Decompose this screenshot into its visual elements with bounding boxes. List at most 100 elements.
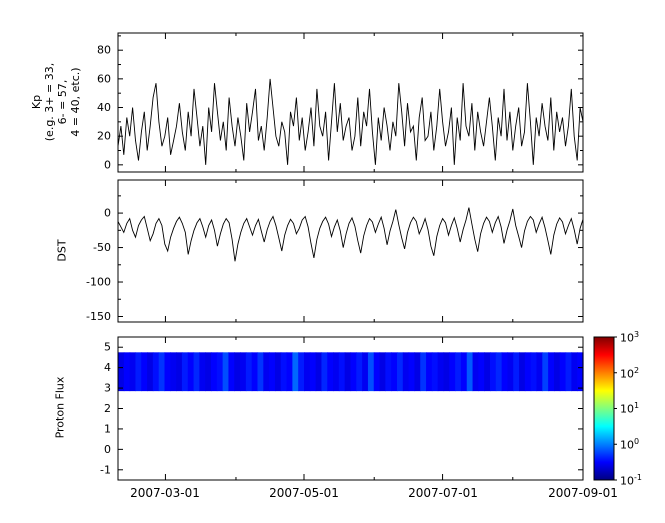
proton-flux-y-tick-label: -1 <box>100 463 111 476</box>
proton-flux-spectrogram-column <box>298 352 305 392</box>
proton-flux-spectrogram-column <box>158 352 166 392</box>
proton-flux-spectrogram-column <box>519 352 526 392</box>
proton-flux-spectrogram-column <box>152 352 160 392</box>
proton-flux-spectrogram-column <box>309 352 317 392</box>
proton-flux-spectrogram-column <box>338 352 346 392</box>
colorbar-tick-label: 101 <box>620 401 640 416</box>
proton-flux-spectrogram-column <box>507 352 514 392</box>
proton-flux-spectrogram-column <box>391 352 398 392</box>
kp-y-tick-label: 60 <box>97 72 111 85</box>
proton-flux-spectrogram-column <box>402 352 410 392</box>
kp-y-tick-label: 0 <box>104 158 111 171</box>
colorbar-tick-label: 10-1 <box>620 473 642 488</box>
x-tick-label: 2007-07-01 <box>408 486 478 500</box>
proton-flux-y-tick-label: 2 <box>104 402 111 415</box>
proton-flux-spectrogram-column <box>373 352 381 392</box>
proton-flux-spectrogram-column <box>414 352 421 392</box>
proton-flux-spectrogram-column <box>141 352 148 392</box>
proton-flux-spectrogram-column <box>571 352 578 392</box>
proton-flux-spectrogram-column <box>565 352 572 392</box>
dst-panel-frame <box>117 179 584 323</box>
proton-flux-spectrogram-column <box>269 352 276 392</box>
proton-flux-spectrogram-column <box>327 352 334 392</box>
proton-flux-spectrogram-column <box>193 352 200 392</box>
proton-flux-y-tick-label: 4 <box>104 361 111 374</box>
proton-flux-spectrogram-column <box>118 352 125 392</box>
proton-flux-spectrogram-column <box>460 352 468 392</box>
proton-flux-y-tick-label: 1 <box>104 422 111 435</box>
proton-flux-spectrogram-column <box>199 352 206 392</box>
colorbar-tick-label: 103 <box>620 330 640 345</box>
proton-flux-spectrogram-column <box>257 352 264 392</box>
x-tick-label: 2007-09-01 <box>548 486 618 500</box>
proton-flux-spectrogram-column <box>251 352 259 392</box>
proton-flux-spectrogram-column <box>344 352 352 392</box>
proton-flux-spectrogram-column <box>437 352 445 392</box>
proton-flux-spectrogram-column <box>333 352 340 392</box>
colorbar <box>593 336 615 481</box>
dst-y-tick-label: 0 <box>104 207 111 220</box>
proton-flux-spectrogram-column <box>362 352 369 392</box>
dst-y-tick-label: -150 <box>86 310 111 323</box>
proton-flux-spectrogram-column <box>147 352 154 392</box>
kp-y-tick-label: 40 <box>97 101 111 114</box>
kp-axis-label: Kp (e.g. 3+ = 33, 6- = 57, 4 = 40, etc.) <box>30 27 82 177</box>
proton-flux-spectrogram-column <box>530 352 538 392</box>
proton-flux-spectrogram-column <box>129 352 137 392</box>
proton-flux-spectrogram-column <box>548 352 555 392</box>
proton-flux-spectrogram-column <box>367 352 375 392</box>
proton-flux-spectrogram-column <box>181 352 189 392</box>
kp-y-tick-label: 20 <box>97 130 111 143</box>
proton-flux-spectrogram-column <box>420 352 427 392</box>
dst-y-tick-label: -50 <box>93 241 111 254</box>
proton-flux-spectrogram-column <box>397 352 404 392</box>
proton-flux-spectrogram-column <box>222 352 230 392</box>
proton-flux-y-tick-label: 3 <box>104 382 111 395</box>
proton-flux-spectrogram-column <box>501 352 509 392</box>
dst-y-tick-label: -100 <box>86 276 111 289</box>
proton-flux-y-tick-label: 5 <box>104 341 111 354</box>
proton-flux-spectrogram-column <box>536 352 543 392</box>
dst-axis-label: DST <box>55 239 69 262</box>
proton-flux-spectrogram-column <box>135 352 142 392</box>
kp-series-line <box>117 78 584 165</box>
proton-flux-spectrogram-column <box>484 352 491 392</box>
colorbar-tick-label: 102 <box>620 366 640 381</box>
proton-flux-y-tick-label: 0 <box>104 443 111 456</box>
proton-flux-spectrogram-column <box>350 352 357 392</box>
proton-flux-spectrogram-column <box>553 352 561 392</box>
proton-flux-spectrogram-column <box>490 352 497 392</box>
proton-flux-spectrogram-column <box>478 352 485 392</box>
proton-flux-spectrogram-column <box>577 352 584 392</box>
proton-flux-spectrogram-column <box>123 352 131 392</box>
x-tick-label: 2007-03-01 <box>130 486 200 500</box>
proton-flux-spectrogram-column <box>379 352 386 392</box>
kp-axis-label-line: 4 = 40, etc.) <box>69 67 82 137</box>
proton-flux-spectrogram-column <box>449 352 456 392</box>
proton-flux-spectrogram-column <box>559 352 567 392</box>
proton-flux-axis-label: Proton Flux <box>53 376 67 439</box>
proton-flux-spectrogram-column <box>321 352 328 392</box>
proton-flux-spectrogram-column <box>286 352 293 392</box>
proton-flux-spectrogram-column <box>495 352 503 392</box>
proton-flux-spectrogram-column <box>187 352 195 392</box>
proton-flux-spectrogram-column <box>234 352 241 392</box>
proton-flux-spectrogram-column <box>315 352 323 392</box>
proton-flux-spectrogram-column <box>211 352 218 392</box>
proton-flux-spectrogram-column <box>228 352 235 392</box>
proton-flux-spectrogram-column <box>216 352 224 392</box>
panel-dst: 0 -50 -100 -150 <box>86 179 584 323</box>
proton-flux-spectrogram-column <box>513 352 520 392</box>
kp-axis-label-line: Kp <box>30 94 43 110</box>
x-tick-label: 2007-05-01 <box>269 486 339 500</box>
proton-flux-spectrogram-column <box>385 352 392 392</box>
kp-axis-label-line: (e.g. 3+ = 33, <box>43 62 56 142</box>
proton-flux-spectrogram-column <box>472 352 479 392</box>
proton-flux-spectrogram-column <box>245 352 253 392</box>
proton-flux-spectrogram-column <box>426 352 433 392</box>
panel-proton-flux: 5 4 3 2 1 0 -1 <box>100 336 584 481</box>
proton-flux-spectrogram-column <box>542 352 549 392</box>
proton-flux-spectrogram-column <box>176 352 183 392</box>
proton-flux-spectrogram-column <box>263 352 270 392</box>
